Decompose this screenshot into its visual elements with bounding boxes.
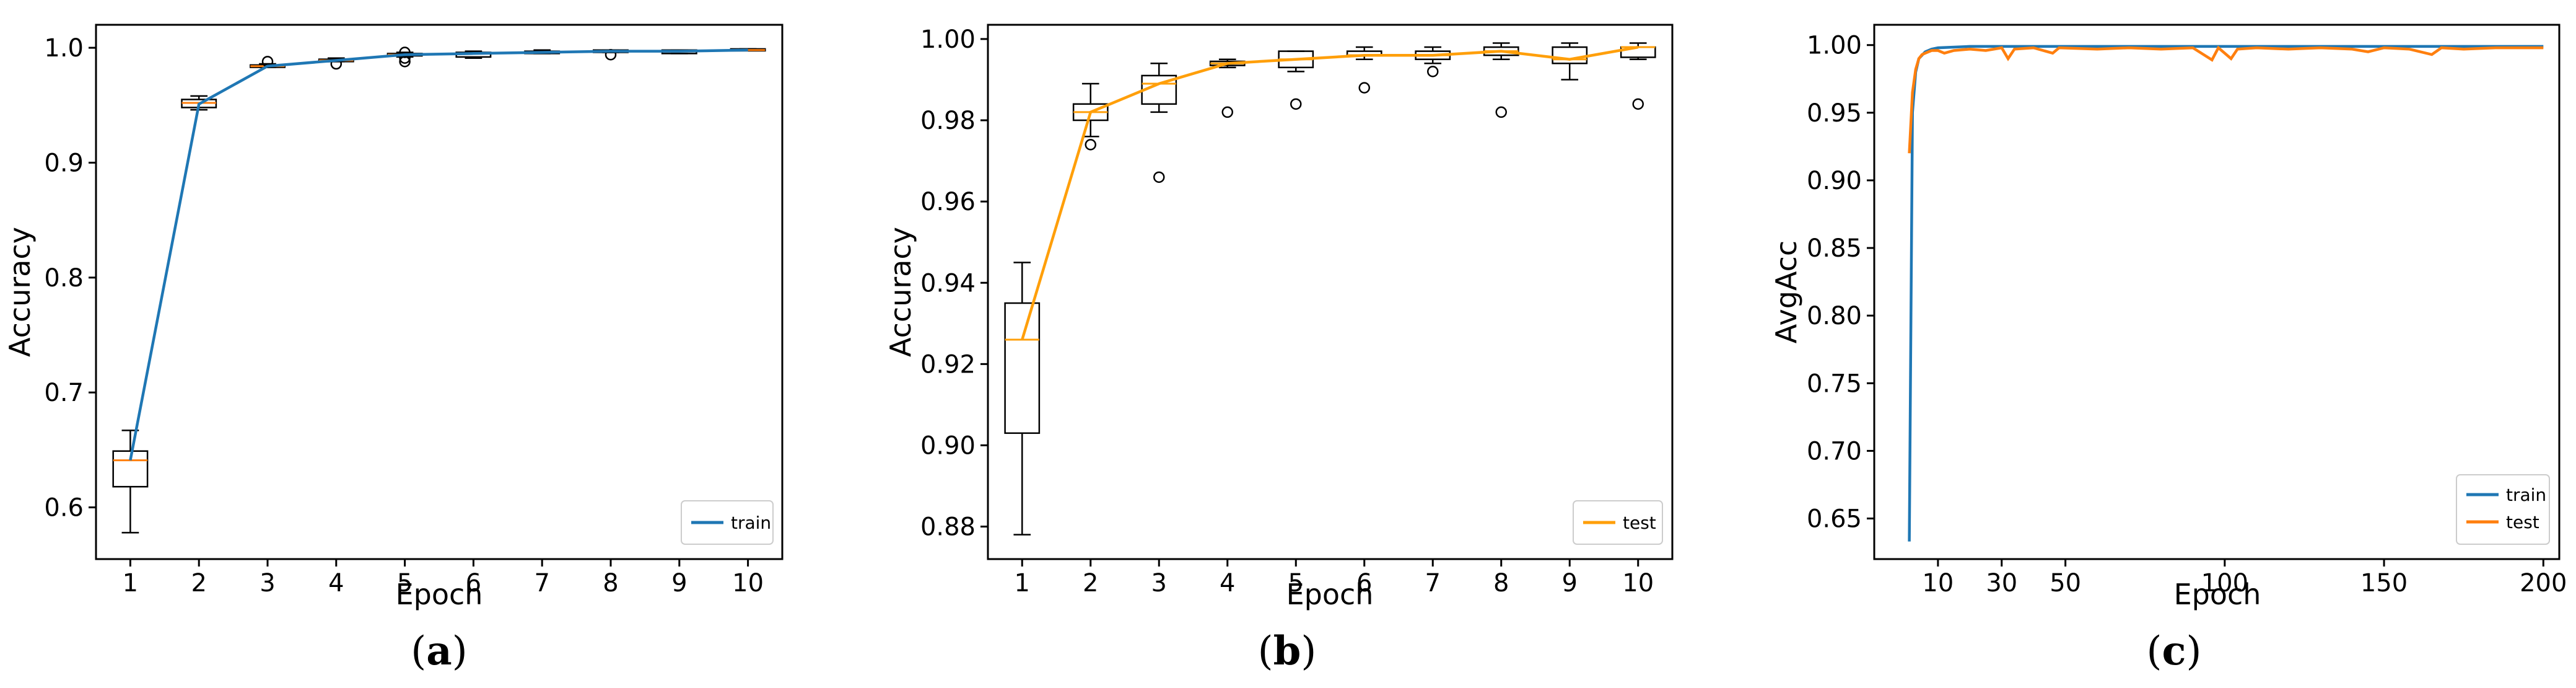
chart-b-xtick-label: 7 xyxy=(1425,569,1441,598)
chart-a-ytick-label: 0.7 xyxy=(44,379,84,407)
chart-a-xtick-label: 4 xyxy=(328,569,344,598)
chart-b-caption: (b) xyxy=(1258,628,1317,674)
chart-a-xtick-label: 9 xyxy=(671,569,687,598)
chart-b-box-body xyxy=(1004,302,1041,434)
chart-a-series-train xyxy=(129,48,748,461)
chart-a-ytick-label: 0.9 xyxy=(44,149,84,177)
chart-b-xtick-label: 3 xyxy=(1151,569,1167,598)
chart-b-legend-label: test xyxy=(1623,513,1656,533)
chart-b-ytick-label: 0.92 xyxy=(920,350,976,379)
chart-c-ylabel: AvgAcc xyxy=(1770,240,1803,343)
chart-c-legend-box xyxy=(2456,474,2550,545)
chart-c-ytick-label: 1.00 xyxy=(1807,32,1862,60)
chart-b-legend-box xyxy=(1573,500,1663,545)
chart-b-series-test xyxy=(1021,45,1639,340)
chart-a-xtick-label: 1 xyxy=(123,569,138,598)
chart-b-box-body xyxy=(1552,46,1588,64)
chart-a-ylabel: Accuracy xyxy=(3,227,37,357)
chart-b-xtick-label: 2 xyxy=(1083,569,1098,598)
chart-c-xtick-label: 200 xyxy=(2520,569,2567,598)
chart-c-ytick-label: 0.70 xyxy=(1807,437,1862,465)
chart-b-xlabel: Epoch xyxy=(1286,578,1374,611)
chart-b-xtick-label: 4 xyxy=(1220,569,1235,598)
chart-a-xtick-label: 5 xyxy=(397,569,413,598)
chart-c-ytick-label: 0.95 xyxy=(1807,99,1862,128)
chart-c-legend-label-train: train xyxy=(2506,485,2546,505)
chart-b-box-flier xyxy=(1290,98,1302,110)
chart-c-xtick-label: 30 xyxy=(1986,569,2017,598)
chart-b-box-flier xyxy=(1632,98,1644,110)
chart-b-box-flier xyxy=(1153,171,1165,183)
chart-c-series-train xyxy=(1908,45,2544,542)
chart-b-ytick-label: 0.88 xyxy=(920,513,976,542)
chart-b-ytick-label: 0.96 xyxy=(920,188,976,216)
chart-a: 1 2 3 4 5 6 7 8 9 10 0.6 0.7 0.8 0.9 1.0 train Epoch A… xyxy=(3,24,784,674)
chart-a-legend-box xyxy=(681,500,774,545)
chart-c: 10 30 50 100 150 200 0.65 0.70 0.75 0.80 0.85 0.90 0… xyxy=(1770,24,2567,674)
chart-b: 1 2 3 4 5 6 7 8 9 100.880.900.920.940.960.981.00 … xyxy=(884,24,1674,674)
chart-a-xlabel: Epoch xyxy=(396,578,483,611)
chart-c-frame xyxy=(1873,24,2561,560)
chart-c-xtick-label: 10 xyxy=(1922,569,1954,598)
chart-a-legend-label: train xyxy=(731,513,771,533)
chart-c-ytick-label: 0.80 xyxy=(1807,302,1862,330)
chart-b-box-flier xyxy=(1085,139,1096,151)
chart-a-ytick-label: 0.6 xyxy=(44,494,84,523)
chart-c-ytick-label: 0.65 xyxy=(1807,505,1862,534)
chart-a-caption: (a) xyxy=(411,628,467,674)
chart-a-frame xyxy=(95,24,784,560)
chart-c-legend: train test xyxy=(2456,474,2550,545)
chart-c-series-test xyxy=(1908,45,2544,154)
chart-b-ytick-label: 0.94 xyxy=(920,269,976,298)
chart-a-xtick-label: 8 xyxy=(603,569,618,598)
chart-a-ytick-label: 0.8 xyxy=(44,264,84,293)
chart-b-legend: test xyxy=(1573,500,1663,545)
chart-b-box-flier xyxy=(1495,106,1507,118)
chart-a-xtick-label: 7 xyxy=(534,569,549,598)
chart-c-xtick-label: 150 xyxy=(2360,569,2408,598)
chart-a-xtick-label: 10 xyxy=(732,569,764,598)
chart-b-xtick-label: 10 xyxy=(1622,569,1654,598)
chart-a-xtick-label: 3 xyxy=(260,569,275,598)
chart-c-plot: 10 30 50 100 150 200 0.65 0.70 0.75 0.80 0.85 0.90 0… xyxy=(1807,32,2567,598)
chart-c-caption: (c) xyxy=(2147,628,2202,674)
chart-c-xlabel: Epoch xyxy=(2174,578,2261,611)
chart-b-plot: 1 2 3 4 5 6 7 8 9 10 0.88 0.90 0.92 0.94 0.96 0.98 1.00 xyxy=(920,25,1656,598)
chart-b-box-flier xyxy=(1221,106,1233,118)
chart-b-xtick-label: 5 xyxy=(1288,569,1304,598)
chart-b-ylabel: Accuracy xyxy=(884,227,917,357)
chart-b-xtick-label: 8 xyxy=(1493,569,1509,598)
chart-b-xtick-label: 9 xyxy=(1562,569,1578,598)
chart-a-legend: train xyxy=(681,500,774,545)
chart-c-xtick-label: 50 xyxy=(2050,569,2081,598)
chart-c-xtick-label: 100 xyxy=(2201,569,2248,598)
chart-a-xtick-label: 6 xyxy=(466,569,481,598)
chart-a-box-flier xyxy=(605,48,617,61)
chart-b-xtick-label: 6 xyxy=(1356,569,1372,598)
chart-a-box-flier xyxy=(399,52,411,64)
chart-c-ytick-label: 0.90 xyxy=(1807,167,1862,195)
chart-b-box-flier xyxy=(1358,82,1370,94)
chart-b-ytick-label: 0.98 xyxy=(920,107,976,135)
chart-a-box-body xyxy=(112,450,149,488)
chart-c-legend-label-test: test xyxy=(2506,512,2539,532)
chart-b-xtick-label: 1 xyxy=(1015,569,1030,598)
chart-a-ytick-label: 1.0 xyxy=(44,34,84,63)
chart-b-ytick-label: 0.90 xyxy=(920,431,976,460)
chart-a-plot: 1 2 3 4 5 6 7 8 9 10 0.6 0.7 0.8 0.9 1.0 xyxy=(44,34,766,598)
chart-a-box-flier xyxy=(399,46,411,58)
chart-b-ytick-label: 1.00 xyxy=(920,25,976,54)
chart-c-ytick-label: 0.85 xyxy=(1807,234,1862,263)
chart-b-box-flier xyxy=(1427,66,1439,77)
chart-a-xtick-label: 2 xyxy=(191,569,206,598)
chart-a-box-flier xyxy=(330,58,343,70)
chart-c-ytick-label: 0.75 xyxy=(1807,369,1862,398)
chart-b-frame xyxy=(987,24,1674,560)
